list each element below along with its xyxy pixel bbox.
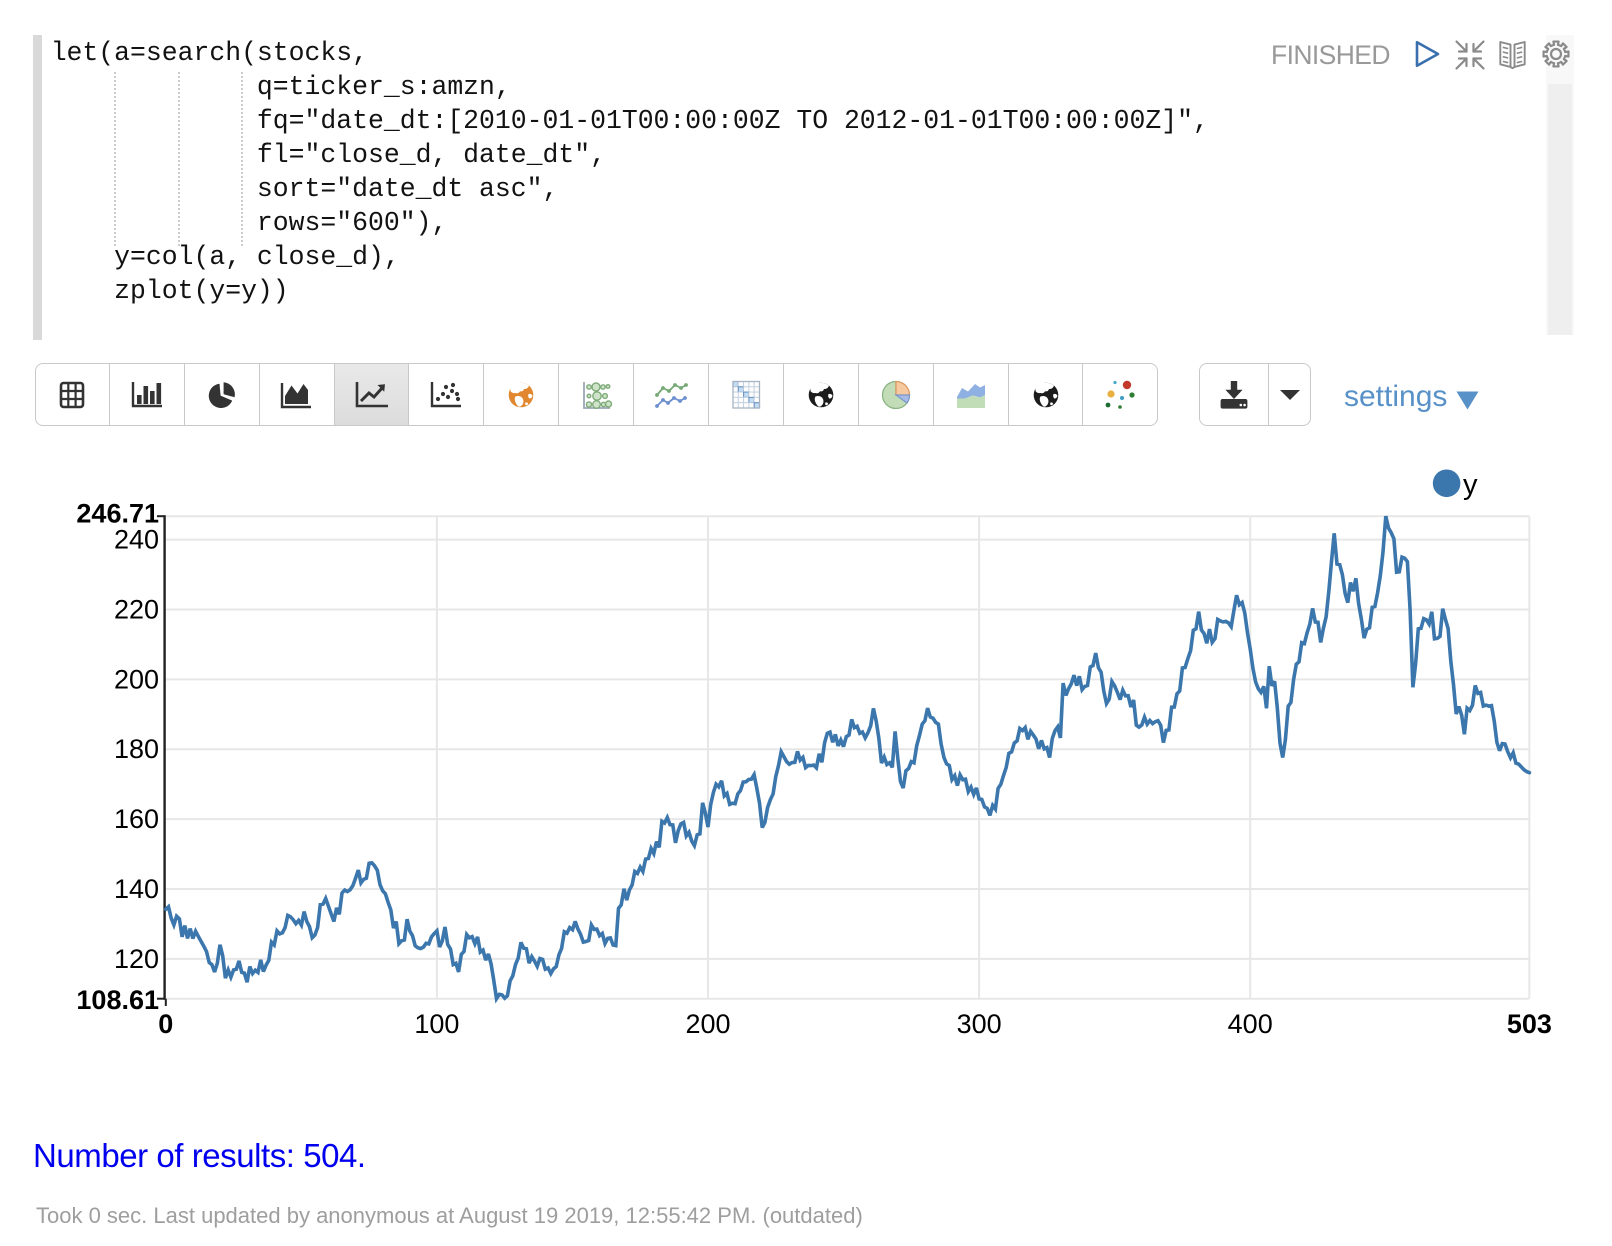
svg-text:108.61: 108.61 bbox=[76, 985, 159, 1015]
svg-text:120: 120 bbox=[114, 944, 159, 974]
svg-text:240: 240 bbox=[114, 525, 159, 555]
svg-text:100: 100 bbox=[414, 1009, 459, 1039]
svg-text:200: 200 bbox=[685, 1009, 730, 1039]
svg-text:180: 180 bbox=[114, 734, 159, 764]
svg-text:246.71: 246.71 bbox=[76, 499, 159, 529]
svg-text:220: 220 bbox=[114, 595, 159, 625]
svg-text:140: 140 bbox=[114, 874, 159, 904]
svg-text:0: 0 bbox=[158, 1009, 173, 1039]
svg-text:200: 200 bbox=[114, 664, 159, 694]
svg-text:160: 160 bbox=[114, 804, 159, 834]
svg-text:400: 400 bbox=[1228, 1009, 1273, 1039]
svg-text:300: 300 bbox=[957, 1009, 1002, 1039]
svg-text:503: 503 bbox=[1507, 1009, 1552, 1039]
svg-text:y: y bbox=[1463, 469, 1478, 501]
